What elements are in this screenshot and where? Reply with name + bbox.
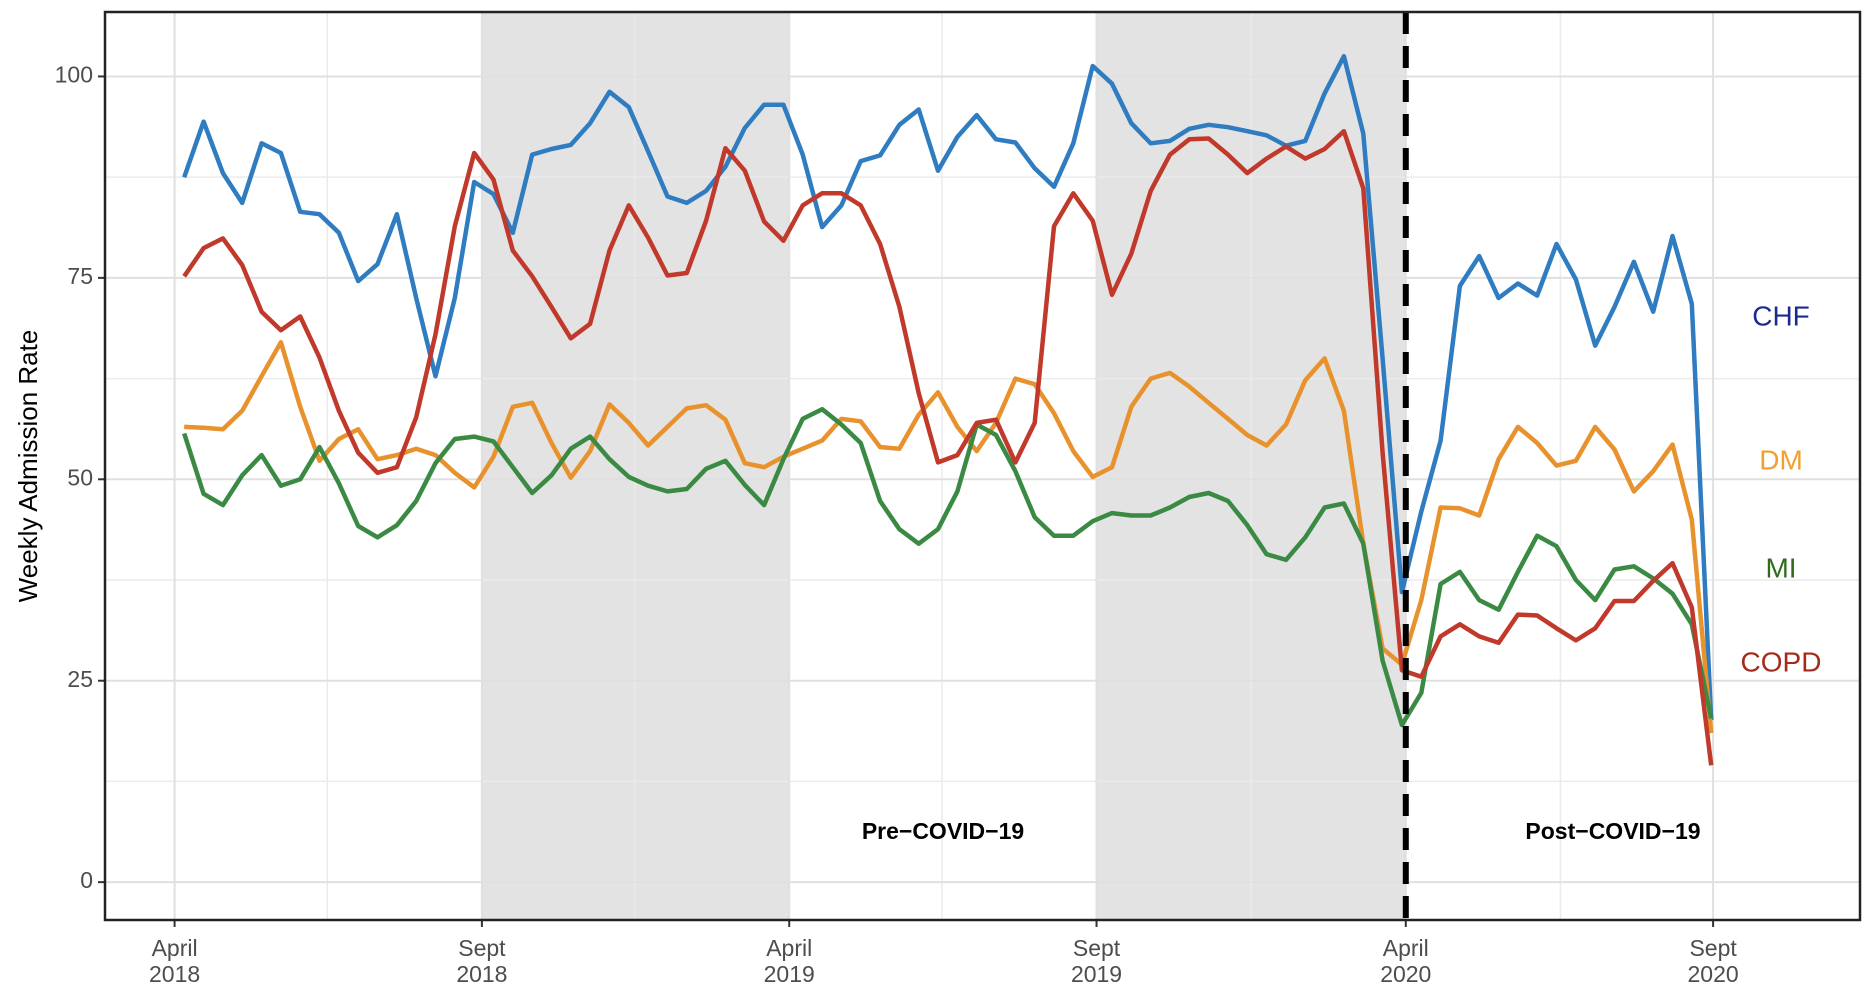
annotation: Post−COVID−19 xyxy=(1525,818,1700,844)
series-line xyxy=(182,54,1714,721)
series-label: MI xyxy=(1765,552,1796,583)
x-tick-label: April 2020 xyxy=(1380,935,1431,987)
x-tick-label: Sept 2018 xyxy=(456,935,507,987)
x-tick-label: Sept 2020 xyxy=(1688,935,1739,987)
y-tick-label: 0 xyxy=(80,867,93,893)
series-line xyxy=(184,340,1714,734)
series-line xyxy=(182,128,1714,766)
x-tick-label: April 2019 xyxy=(764,935,815,987)
series-label: COPD xyxy=(1741,646,1822,677)
y-axis-label: Weekly Admission Rate xyxy=(13,330,43,603)
series-label: CHF xyxy=(1752,300,1810,331)
x-tick-label: April 2018 xyxy=(149,935,200,987)
series-line xyxy=(182,406,1714,728)
y-tick-label: 25 xyxy=(67,666,93,692)
shaded-period xyxy=(481,12,790,920)
y-tick-label: 100 xyxy=(55,62,93,88)
annotation: Pre−COVID−19 xyxy=(862,818,1024,844)
x-tick-label: Sept 2019 xyxy=(1071,935,1122,987)
y-tick-label: 50 xyxy=(67,464,93,490)
plot-frame xyxy=(103,10,1862,922)
y-tick-label: 75 xyxy=(67,263,93,289)
series-label: DM xyxy=(1759,444,1803,475)
